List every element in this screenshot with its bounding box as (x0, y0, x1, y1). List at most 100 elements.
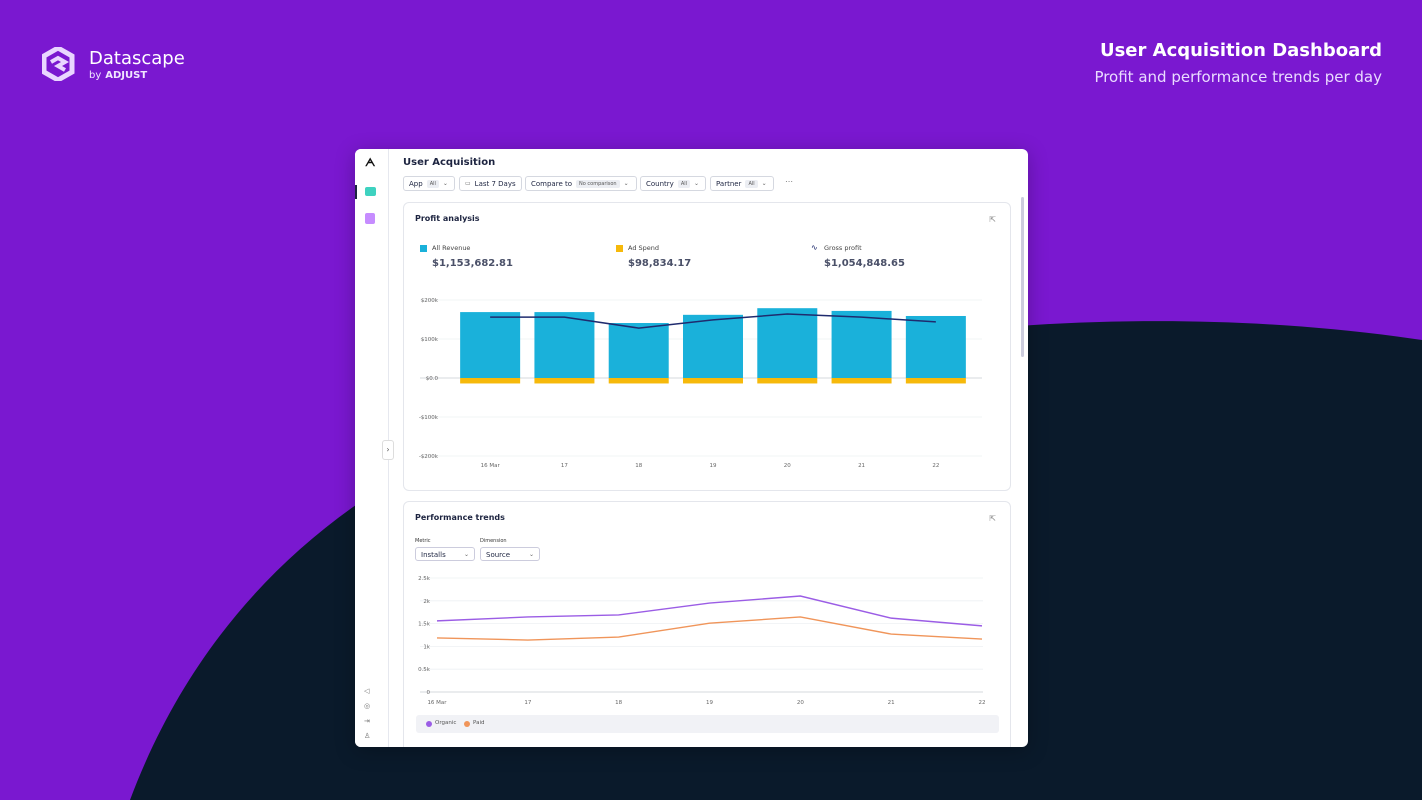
x-tick-label: 21 (858, 463, 865, 469)
legend-name: Gross profit (824, 244, 862, 252)
x-tick-label: 18 (635, 463, 642, 469)
scrollbar (1021, 197, 1024, 357)
line (436, 595, 983, 627)
profit-chart: -$200k -$100k $0.0 $100k $200k 16 Mar 17 18 19 20… (419, 298, 982, 469)
x-tick-label: 20 (797, 700, 804, 706)
x-tick-label: 16 Mar (481, 463, 501, 469)
bar (608, 323, 669, 378)
legend-total: $98,834.17 (628, 258, 692, 269)
bar (460, 378, 521, 384)
performance-chart: 0 0.5k 1k 1.5k 2k 2.5k 16 Mar 17 18 19 20 21 22 (418, 576, 986, 706)
legend-swatch (464, 721, 470, 727)
filter-compare[interactable]: Compare to No comparison ⌄ (525, 176, 637, 191)
x-tick-label: 19 (706, 700, 713, 706)
header-subtitle: Profit and performance trends per day (1094, 68, 1382, 86)
y-tick-label: 2k (423, 599, 430, 605)
control-value: Installs (421, 551, 446, 559)
y-tick-label: -$200k (419, 454, 439, 460)
bar (831, 310, 892, 378)
filter-label: Country (646, 179, 674, 188)
bar (831, 378, 892, 384)
filter-label: Partner (716, 179, 742, 188)
brand-byline: by ADJUST (89, 70, 147, 81)
nav-reports[interactable] (365, 213, 375, 224)
legend-swatch: ∿ (811, 243, 818, 252)
filter-value: All (745, 179, 758, 188)
bar (683, 378, 743, 384)
x-tick-label: 22 (932, 463, 939, 469)
y-tick-label: 2.5k (418, 576, 431, 582)
legend-total: $1,153,682.81 (432, 258, 513, 269)
brand-logo (42, 47, 75, 81)
filter-label: Last 7 Days (474, 179, 516, 188)
line (490, 313, 936, 329)
x-tick-label: 17 (561, 463, 568, 469)
legend-total: $1,054,848.65 (824, 258, 905, 269)
filter-value: All (677, 179, 691, 188)
bar (757, 378, 818, 384)
x-tick-label: 20 (784, 463, 791, 469)
bar (534, 378, 595, 384)
control-label: Metric (415, 538, 431, 544)
control-label: Dimension (480, 538, 507, 544)
brand-company: ADJUST (105, 70, 148, 81)
y-tick-label: $100k (421, 337, 439, 343)
y-tick-label: 0.5k (418, 667, 431, 673)
y-tick-label: -$100k (419, 415, 439, 421)
x-tick-label: 22 (979, 700, 986, 706)
sidebar-toggle[interactable]: › (382, 440, 394, 460)
bar (905, 315, 966, 378)
x-tick-label: 17 (524, 700, 531, 706)
bar (683, 314, 743, 378)
card-title: Performance trends (415, 513, 505, 522)
brand-by: by (89, 70, 102, 81)
bar (534, 312, 595, 378)
filter-label: App (409, 179, 423, 188)
line (436, 616, 983, 641)
legend-name: All Revenue (432, 244, 471, 252)
bar (905, 378, 966, 384)
filter-partner[interactable]: Partner All ⌄ (710, 176, 774, 191)
filter-country[interactable]: Country All ⌄ (640, 176, 706, 191)
x-tick-label: 21 (888, 700, 895, 706)
bar (460, 312, 521, 378)
header-title: User Acquisition Dashboard (1099, 40, 1382, 61)
legend-name: Organic (435, 720, 457, 726)
bar (757, 308, 818, 378)
y-tick-label: 1k (423, 644, 430, 650)
legend-swatch (616, 245, 623, 252)
export-icon[interactable]: ⇱ (989, 215, 996, 224)
legend-swatch (426, 721, 432, 727)
y-tick-label: $200k (421, 298, 439, 304)
export-icon[interactable]: ⇱ (989, 514, 996, 523)
brand-name: Datascape (89, 48, 185, 69)
more-menu[interactable]: ⋯ (785, 177, 793, 186)
filter-app[interactable]: App All ⌄ (403, 176, 455, 191)
filter-value: No comparison (576, 179, 620, 188)
filter-value: All (426, 179, 439, 188)
sidebar-bottom-icons[interactable]: ◁ ◎ ⇥ ♙ (364, 687, 371, 740)
legend-item: ∿ Gross profit $1,054,848.65 (811, 243, 992, 274)
control-select[interactable]: Source ⌄ (480, 547, 540, 561)
legend-item: Ad Spend $98,834.17 (616, 244, 796, 274)
control-select[interactable]: Installs ⌄ (415, 547, 475, 561)
legend-swatch (420, 245, 427, 252)
filter-label: Compare to (531, 179, 573, 188)
y-tick-label: 0 (427, 690, 431, 696)
x-tick-label: 16 Mar (427, 700, 447, 706)
x-tick-label: 18 (615, 700, 622, 706)
legend-name: Paid (473, 720, 485, 726)
nav-dashboard[interactable] (365, 187, 376, 196)
y-tick-label: $0.0 (426, 376, 439, 382)
page-title: User Acquisition (403, 157, 496, 168)
active-indicator (355, 185, 357, 199)
x-tick-label: 19 (710, 463, 717, 469)
legend-name: Ad Spend (628, 244, 660, 252)
performance-legend: Organic Paid (416, 715, 999, 733)
bar (608, 378, 669, 384)
y-tick-label: 1.5k (418, 622, 431, 628)
legend-item: All Revenue $1,153,682.81 (420, 244, 600, 274)
filter-date[interactable]: ▭ Last 7 Days (459, 176, 522, 191)
control-value: Source (486, 551, 511, 559)
